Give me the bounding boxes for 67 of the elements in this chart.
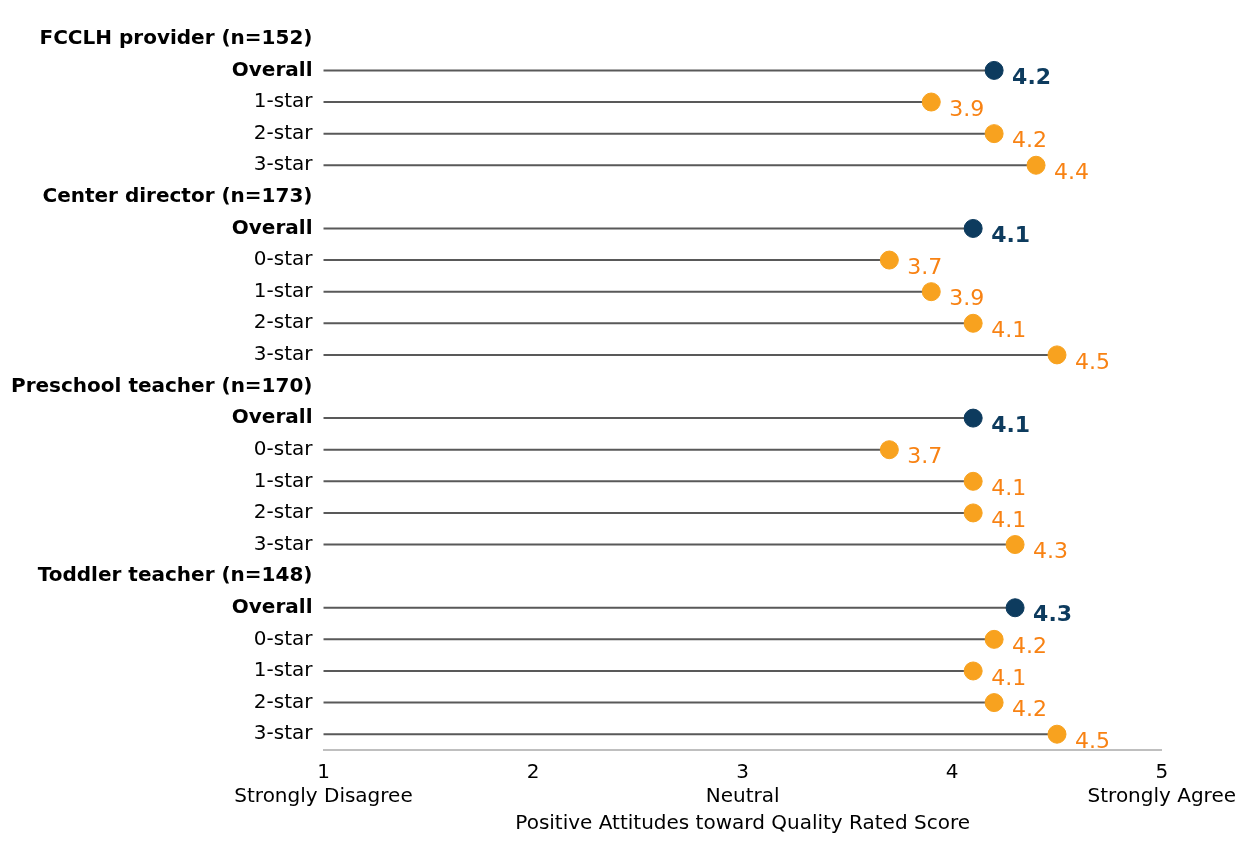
y-tick-label: 1-star — [253, 88, 314, 113]
y-tick-label: 0-star — [253, 246, 314, 271]
point — [963, 503, 983, 523]
x-tick-label: 2 — [526, 759, 540, 784]
x-tick-label: 1 Strongly Disagree — [234, 759, 413, 808]
y-tick-label: 3-star — [253, 720, 314, 745]
data-label: 4.2 — [1012, 696, 1048, 722]
point — [984, 124, 1004, 144]
x-tick-label: 5 Strongly Agree — [1087, 759, 1236, 808]
point — [963, 408, 983, 428]
y-tick-label: Overall — [231, 404, 313, 429]
y-tick-label: Overall — [231, 214, 313, 239]
data-label: 3.7 — [907, 443, 943, 469]
data-label: 4.1 — [991, 475, 1027, 501]
y-tick-label: 1-star — [253, 277, 314, 302]
y-tick-label: 0-star — [253, 625, 314, 650]
data-label: 3.7 — [907, 253, 943, 279]
point — [1047, 724, 1067, 744]
y-tick-label: 3-star — [253, 151, 314, 176]
point — [1005, 535, 1025, 555]
x-axis-title: Positive Attitudes toward Quality Rated Score — [515, 810, 970, 835]
data-label: 3.9 — [949, 285, 985, 311]
point — [963, 471, 983, 491]
point — [1005, 598, 1025, 618]
data-label: 4.1 — [991, 506, 1027, 532]
y-tick-label: 2-star — [253, 499, 314, 524]
data-label: 4.5 — [1074, 727, 1110, 753]
data-label: 4.2 — [1012, 64, 1052, 90]
y-tick-label: 2-star — [253, 688, 314, 713]
point — [879, 440, 899, 460]
point — [921, 92, 941, 112]
point — [879, 250, 899, 270]
y-tick-label: FCCLH provider (n=152) — [39, 25, 313, 50]
y-tick-label: Preschool teacher (n=170) — [11, 372, 313, 397]
x-tick-label: 4 — [945, 759, 959, 784]
point — [984, 629, 1004, 649]
y-tick-label: 0-star — [253, 435, 314, 460]
data-label: 4.1 — [991, 317, 1027, 342]
y-tick-label: Overall — [231, 593, 313, 618]
y-tick-label: 3-star — [253, 341, 314, 366]
data-label: 4.1 — [991, 222, 1031, 248]
y-tick-label: 1-star — [253, 467, 314, 492]
y-tick-label: Overall — [231, 56, 313, 81]
point — [963, 313, 983, 333]
data-label: 4.3 — [1033, 538, 1069, 564]
x-tick-label: 3 Neutral — [705, 759, 780, 808]
data-label: 4.5 — [1074, 348, 1110, 374]
y-tick-label: 1-star — [253, 657, 314, 682]
data-label: 4.2 — [1012, 633, 1048, 659]
point — [1047, 345, 1067, 365]
y-tick-label: 2-star — [253, 119, 314, 144]
y-tick-label: Center director (n=173) — [42, 183, 313, 208]
point — [963, 661, 983, 681]
data-label: 4.1 — [991, 664, 1027, 690]
point — [984, 693, 1004, 713]
point — [1026, 155, 1046, 175]
data-label: 4.3 — [1033, 601, 1073, 627]
point — [921, 282, 941, 302]
data-label: 3.9 — [949, 95, 985, 121]
data-label: 4.2 — [1012, 127, 1048, 153]
y-tick-label: 3-star — [253, 530, 314, 555]
y-tick-label: Toddler teacher (n=148) — [37, 562, 313, 587]
data-label: 4.4 — [1054, 158, 1090, 184]
point — [984, 60, 1004, 80]
data-label: 4.1 — [991, 411, 1031, 437]
point — [963, 218, 983, 238]
y-tick-label: 2-star — [253, 309, 314, 334]
